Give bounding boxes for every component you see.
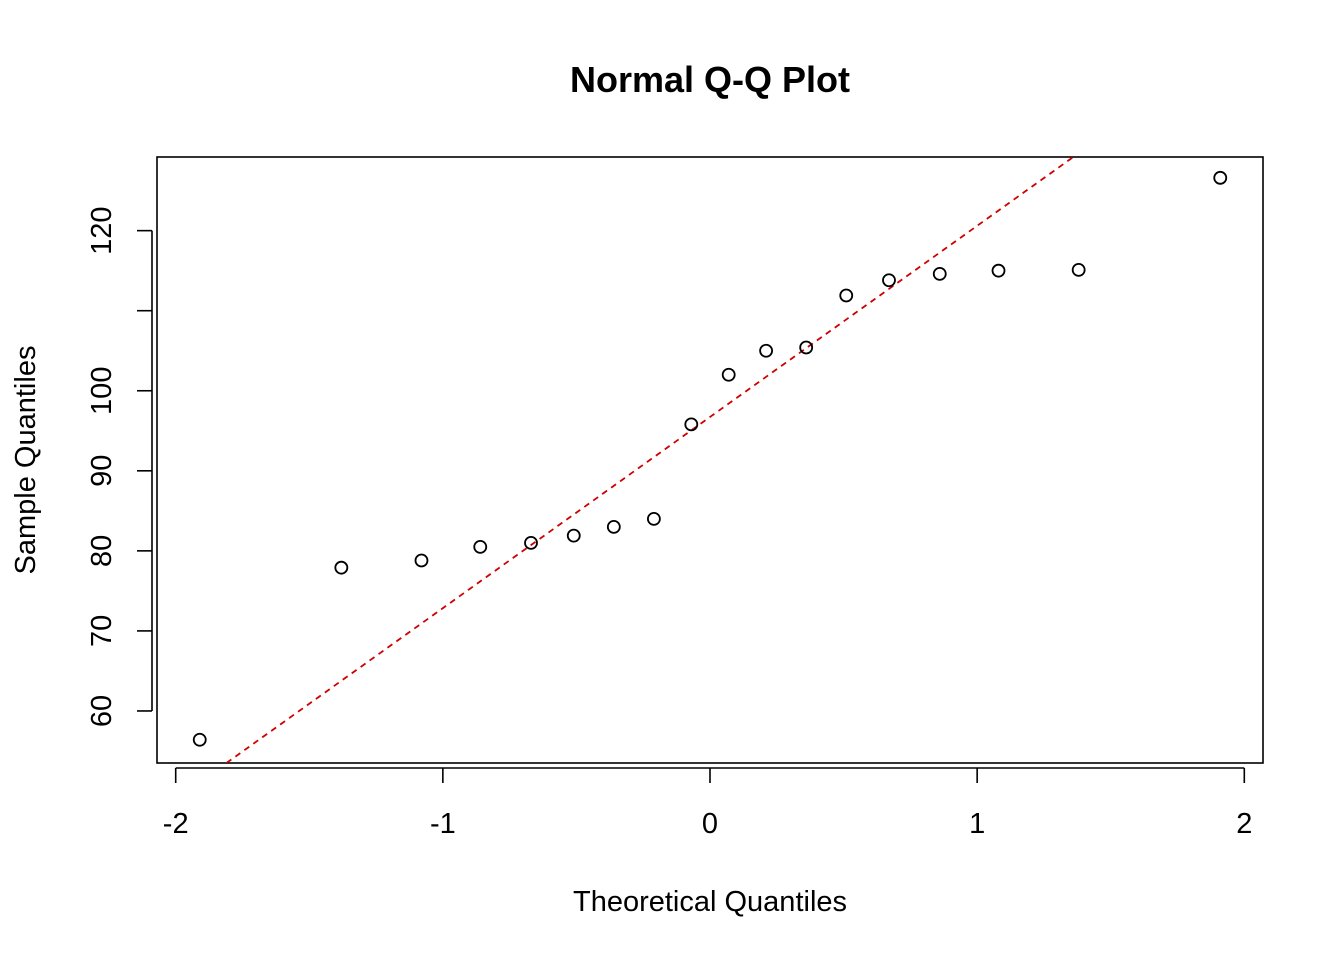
data-point — [991, 263, 1006, 278]
y-tick-label: 80 — [86, 535, 118, 567]
data-point — [1213, 170, 1228, 185]
data-point — [414, 553, 429, 568]
x-axis: -2 -1 0 1 2 — [163, 767, 1252, 840]
data-point — [524, 535, 538, 550]
data-point — [192, 732, 207, 747]
data-point — [882, 273, 896, 288]
data-point — [334, 560, 349, 575]
x-tick-label: 2 — [1236, 808, 1252, 840]
reference-line — [225, 157, 1074, 763]
data-point — [566, 528, 581, 543]
data-point — [1071, 262, 1086, 277]
x-tick-label: -2 — [163, 808, 189, 840]
data-point — [932, 266, 947, 281]
points-layer — [192, 170, 1228, 747]
data-point — [721, 367, 736, 382]
data-point — [606, 519, 621, 534]
y-tick-label: 90 — [86, 455, 118, 487]
x-tick-label: -1 — [430, 808, 456, 840]
reference-line-layer — [225, 157, 1074, 763]
chart-title: Normal Q-Q Plot — [570, 59, 850, 100]
data-point — [473, 539, 488, 554]
plot-frame — [156, 156, 1264, 764]
y-axis-label: Sample Quantiles — [10, 346, 42, 575]
x-axis-label: Theoretical Quantiles — [573, 886, 847, 918]
y-tick-label: 120 — [86, 206, 118, 254]
y-tick-label: 100 — [86, 367, 118, 415]
data-point — [839, 288, 854, 303]
x-tick-label: 0 — [702, 808, 718, 840]
y-tick-label: 60 — [86, 695, 118, 727]
x-tick-label: 1 — [969, 808, 985, 840]
data-point — [646, 511, 661, 526]
data-point — [684, 417, 699, 432]
y-tick-label: 70 — [86, 615, 118, 647]
data-point — [799, 340, 814, 355]
y-axis: 60 70 80 90 100 120 — [86, 206, 153, 727]
data-point — [759, 343, 774, 358]
